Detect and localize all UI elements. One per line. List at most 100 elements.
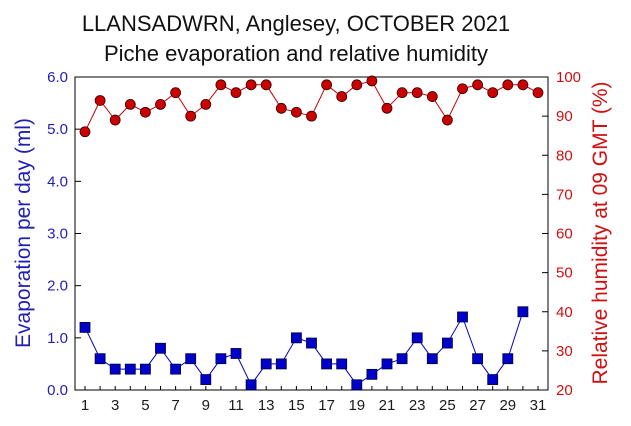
humidity-point — [109, 114, 121, 126]
humidity-point — [502, 79, 514, 91]
humidity-point — [200, 98, 212, 110]
humidity-point — [185, 110, 197, 122]
evaporation-point — [517, 306, 529, 318]
humidity-point — [472, 79, 484, 91]
chart-subtitle: Piche evaporation and relative humidity — [104, 41, 488, 66]
y-axis-label-left: Evaporation per day (ml) — [12, 118, 35, 348]
y-tick-label: 2.0 — [47, 278, 68, 295]
x-tick-label: 11 — [228, 397, 244, 414]
evaporation-point — [275, 358, 287, 370]
evaporation-point — [441, 337, 453, 349]
humidity-point — [366, 75, 378, 87]
evaporation-point — [457, 311, 468, 323]
y-tick-label: 0.0 — [47, 382, 68, 399]
humidity-point — [411, 87, 423, 99]
humidity-line — [84, 80, 539, 133]
humidity-point — [532, 87, 544, 99]
y2-tick-label: 40 — [556, 304, 573, 321]
x-tick-label: 17 — [318, 397, 335, 414]
evaporation-point — [396, 353, 408, 365]
x-tick-label: 1 — [81, 397, 89, 414]
y-tick-label: 3.0 — [47, 226, 68, 243]
humidity-point — [321, 79, 333, 91]
evaporation-point — [306, 337, 317, 349]
evaporation-point — [155, 342, 166, 354]
humidity-point — [155, 98, 166, 110]
evaporation-point — [426, 353, 438, 365]
humidity-point — [230, 87, 242, 99]
x-tick-label: 21 — [379, 397, 396, 414]
evaporation-point — [230, 348, 242, 359]
evaporation-point — [200, 374, 212, 385]
humidity-point — [215, 79, 227, 91]
humidity-point — [517, 79, 529, 91]
evaporation-point — [124, 363, 136, 375]
humidity-point — [487, 87, 499, 99]
x-tick-label: 19 — [348, 397, 365, 414]
y2-tick-label: 80 — [556, 147, 573, 164]
humidity-point — [396, 87, 408, 99]
humidity-point — [170, 87, 182, 99]
humidity-point — [124, 98, 136, 110]
humidity-point — [351, 79, 363, 91]
humidity-point — [381, 102, 393, 114]
x-axis: 1 3 5 7 9 11 13 15 17 19 21 23 25 27 29 31 — [81, 386, 547, 414]
x-tick-label: 15 — [288, 397, 305, 414]
evaporation-point — [139, 363, 151, 375]
x-tick-label: 3 — [111, 397, 119, 414]
y-axis-label-right: Relative humidity at 09 GMT (%) — [589, 81, 612, 384]
y2-tick-label: 70 — [556, 186, 573, 203]
humidity-point — [426, 91, 438, 102]
humidity-point — [245, 79, 257, 91]
evaporation-point — [215, 353, 227, 365]
y2-tick-label: 60 — [556, 226, 573, 243]
humidity-point — [94, 95, 106, 106]
humidity-point — [441, 114, 453, 126]
x-tick-label: 31 — [530, 397, 547, 414]
y-tick-label: 5.0 — [47, 121, 68, 138]
y-tick-label: 6.0 — [47, 69, 68, 86]
humidity-point — [290, 106, 302, 118]
humidity-point — [79, 126, 91, 138]
x-tick-label: 7 — [171, 397, 179, 414]
series-group — [79, 75, 544, 391]
evaporation-point — [366, 368, 378, 380]
humidity-point — [275, 102, 287, 114]
x-tick-label: 5 — [141, 397, 149, 414]
x-tick-label: 25 — [439, 397, 456, 414]
evaporation-point — [109, 363, 121, 375]
humidity-point — [457, 83, 468, 95]
y2-tick-label: 20 — [556, 382, 573, 399]
evaporation-point — [381, 358, 393, 370]
evaporation-point — [336, 358, 348, 370]
y-tick-label: 1.0 — [47, 330, 68, 347]
evaporation-point — [185, 353, 197, 365]
y2-tick-label: 100 — [556, 69, 581, 86]
evaporation-point — [472, 353, 484, 365]
evaporation-point — [321, 358, 333, 370]
evaporation-point — [351, 379, 363, 391]
y-axis-right: 20 30 40 50 60 70 80 90 100 — [542, 69, 581, 399]
evaporation-point — [487, 374, 499, 385]
evaporation-point — [502, 353, 514, 365]
chart-title: LLANSADWRN, Anglesey, OCTOBER 2021 — [82, 11, 510, 36]
y-tick-label: 4.0 — [47, 173, 68, 190]
x-tick-label: 23 — [409, 397, 426, 414]
humidity-point — [336, 91, 348, 102]
evaporation-point — [94, 353, 106, 365]
evaporation-point — [245, 379, 257, 391]
x-tick-label: 29 — [499, 397, 516, 414]
evaporation-point — [290, 332, 302, 344]
x-tick-label: 9 — [202, 397, 210, 414]
evaporation-point — [170, 363, 182, 375]
evaporation-point — [260, 358, 272, 370]
y2-tick-label: 50 — [556, 265, 573, 282]
humidity-point — [306, 110, 317, 122]
humidity-point — [139, 106, 151, 118]
evaporation-point — [411, 332, 423, 344]
x-tick-label: 13 — [258, 397, 275, 414]
x-tick-label: 27 — [469, 397, 486, 414]
y2-tick-label: 90 — [556, 108, 573, 125]
y2-tick-label: 30 — [556, 343, 573, 360]
